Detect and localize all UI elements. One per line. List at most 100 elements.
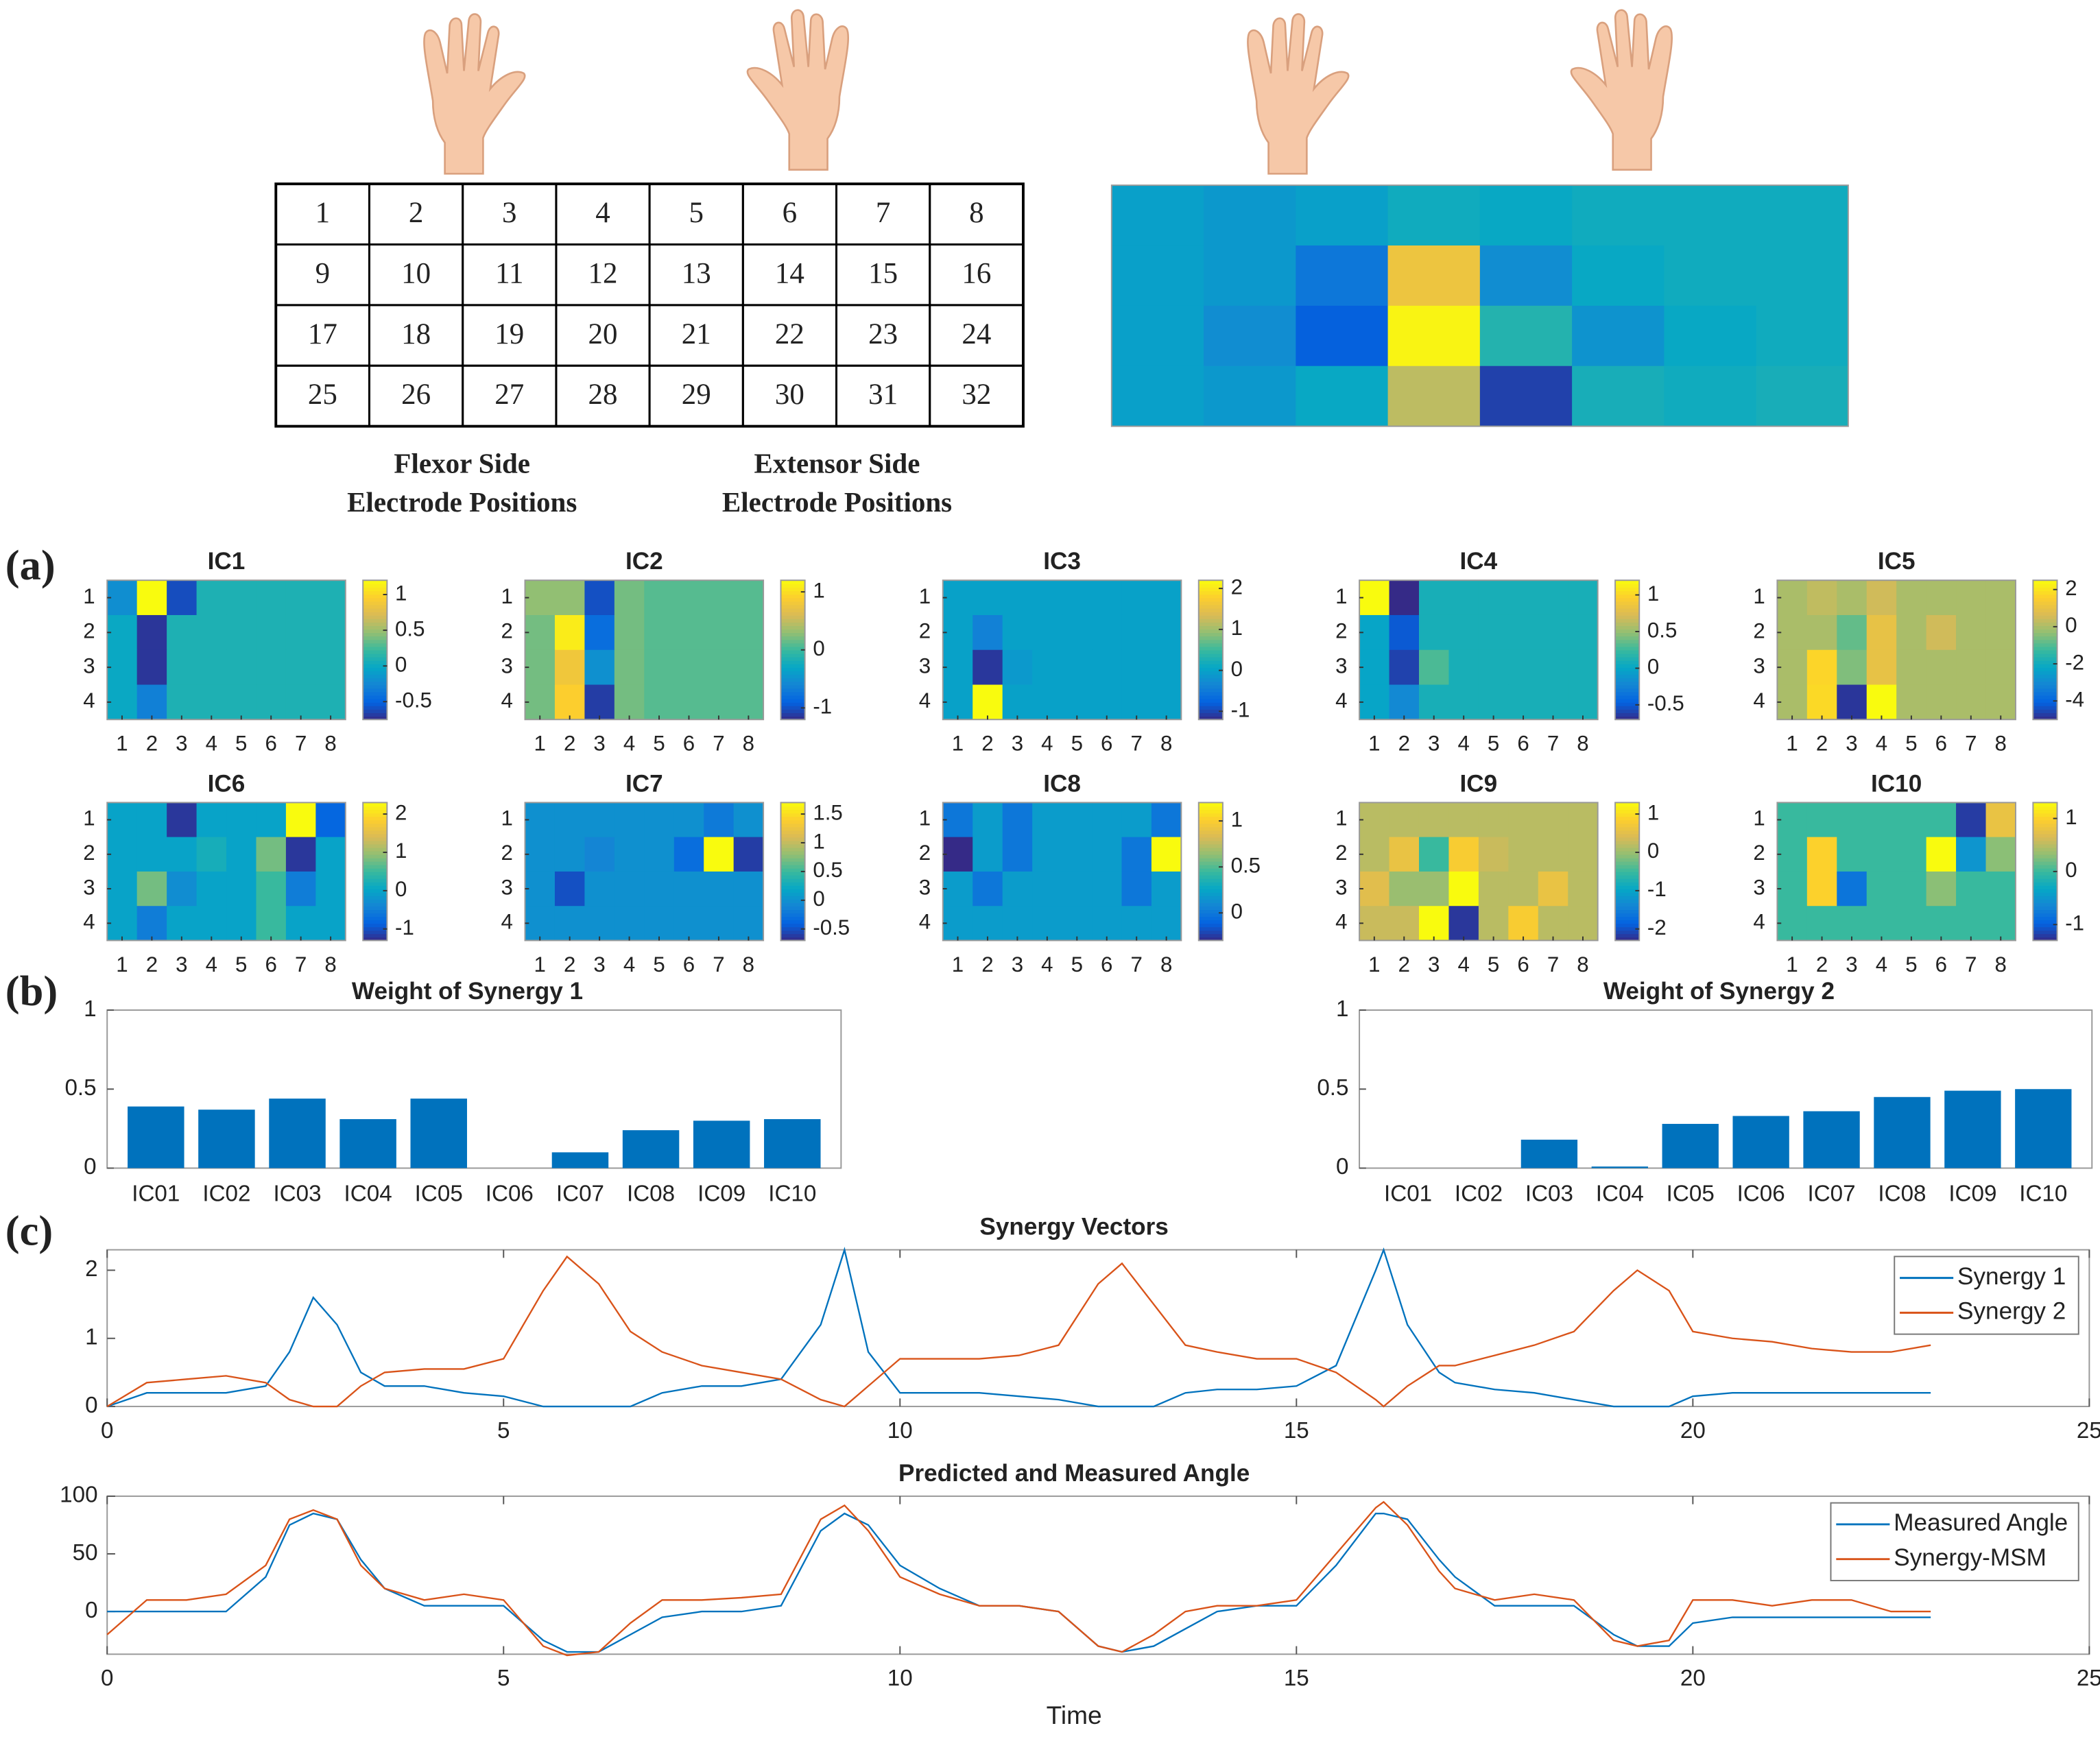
x-tick-label: IC04	[344, 1181, 392, 1206]
colorbar-tick-label: 0	[2065, 858, 2077, 882]
table-cell-text: 9	[315, 258, 330, 290]
bar	[2015, 1089, 2072, 1168]
colorbar-band	[1615, 684, 1640, 689]
legend-box	[1894, 1256, 2079, 1335]
heatmap-cell	[196, 649, 227, 686]
colorbar-band	[1615, 671, 1640, 675]
x-tick-label: 4	[206, 952, 217, 976]
table-cell-text: 31	[868, 379, 898, 411]
y-tick-label: 3	[1335, 875, 1347, 899]
colorbar-band	[1198, 930, 1223, 935]
colorbar-band	[1615, 861, 1640, 865]
x-tick-label: IC05	[415, 1181, 463, 1206]
heatmap-cell	[644, 684, 675, 720]
colorbar-band	[363, 930, 387, 935]
colorbar-tick-label: 0	[813, 887, 824, 911]
colorbar-band	[780, 604, 805, 609]
chart-title: Predicted and Measured Angle	[898, 1460, 1250, 1487]
colorbar-band	[1198, 923, 1223, 928]
x-tick-label: 4	[206, 732, 217, 756]
x-tick-label: 8	[1995, 952, 2007, 976]
heatmap-cell	[1032, 802, 1063, 838]
heatmap-cell	[315, 837, 346, 872]
colorbar-band	[363, 823, 387, 828]
table-cell-text: 4	[595, 197, 610, 229]
colorbar-tick-label: 0	[2065, 613, 2077, 637]
colorbar-band	[1198, 671, 1223, 675]
x-tick-label: 5	[497, 1666, 510, 1691]
colorbar-band	[363, 933, 387, 938]
heatmap-cell	[1777, 580, 1808, 616]
table-cell-text: 24	[962, 318, 991, 350]
colorbar-band	[1198, 823, 1223, 828]
x-tick-label: 0	[101, 1666, 113, 1691]
heatmap-cell	[1926, 684, 1957, 720]
heatmap-cell	[1204, 305, 1296, 367]
colorbar-band	[363, 622, 387, 626]
heatmap-cell	[256, 614, 287, 651]
heatmap-cell	[1806, 649, 1837, 686]
x-tick-label: 6	[1935, 952, 1947, 976]
y-tick-label: 4	[1335, 910, 1347, 934]
heatmap-cell	[167, 837, 198, 872]
heatmap-cell	[1756, 185, 1849, 246]
colorbar-band	[1615, 660, 1640, 664]
x-tick-label: 1	[952, 952, 964, 976]
x-tick-label: 7	[1965, 732, 1977, 756]
colorbar-band	[2033, 871, 2057, 876]
colorbar-band	[1615, 850, 1640, 855]
colorbar-band	[1615, 646, 1640, 651]
x-tick-label: IC04	[1596, 1181, 1644, 1206]
colorbar-band	[780, 584, 805, 588]
colorbar-band	[1615, 632, 1640, 637]
colorbar-band	[1198, 847, 1223, 852]
x-tick-label: 15	[1284, 1666, 1309, 1691]
axes-box	[1359, 802, 1599, 942]
heatmap-cell	[1111, 245, 1204, 307]
heatmap-cell	[167, 906, 198, 942]
colorbar-band	[2033, 850, 2057, 855]
bar	[764, 1119, 821, 1168]
heatmap-cell	[1204, 365, 1296, 427]
colorbar-band	[780, 587, 805, 592]
bar	[269, 1099, 326, 1168]
colorbar-band	[2033, 816, 2057, 821]
colorbar-band	[1198, 892, 1223, 896]
colorbar-tick-label: 0	[813, 636, 824, 660]
x-tick-label: 6	[1517, 952, 1529, 976]
heatmap-cell	[644, 614, 675, 651]
colorbar-band	[1615, 816, 1640, 821]
colorbar-band	[780, 930, 805, 935]
colorbar-band	[363, 909, 387, 914]
colorbar-band	[1198, 695, 1223, 699]
colorbar-band	[2033, 653, 2057, 658]
heatmap-cell	[525, 580, 556, 616]
colorbar-band	[2033, 892, 2057, 896]
colorbar-band	[1615, 664, 1640, 668]
colorbar-band	[1615, 857, 1640, 862]
table-cell-text: 3	[502, 197, 516, 229]
x-tick-label: 6	[683, 732, 695, 756]
colorbar-band	[2033, 625, 2057, 630]
table-cell-text: 15	[868, 258, 898, 290]
colorbar-band	[363, 867, 387, 872]
heatmap-cell	[1151, 837, 1182, 872]
colorbar-band	[2033, 819, 2057, 824]
colorbar-band	[1615, 608, 1640, 612]
heatmap-cell	[1956, 871, 1987, 907]
bar	[1944, 1090, 2001, 1168]
colorbar-band	[1198, 712, 1223, 717]
x-tick-label: 1	[1368, 952, 1380, 976]
colorbar-band	[1198, 906, 1223, 911]
colorbar-band	[1198, 594, 1223, 599]
x-tick-label: 1	[116, 952, 128, 976]
x-tick-label: 3	[593, 732, 605, 756]
colorbar-tick-label: -0.5	[1647, 691, 1684, 715]
colorbar-tick-label: 1	[1231, 807, 1243, 831]
colorbar-band	[2033, 806, 2057, 811]
colorbar-band	[2033, 833, 2057, 838]
heatmap-cell	[1572, 185, 1665, 246]
colorbar-band	[780, 625, 805, 630]
heatmap-cell	[1359, 837, 1390, 872]
table-cell-text: 22	[775, 318, 804, 350]
